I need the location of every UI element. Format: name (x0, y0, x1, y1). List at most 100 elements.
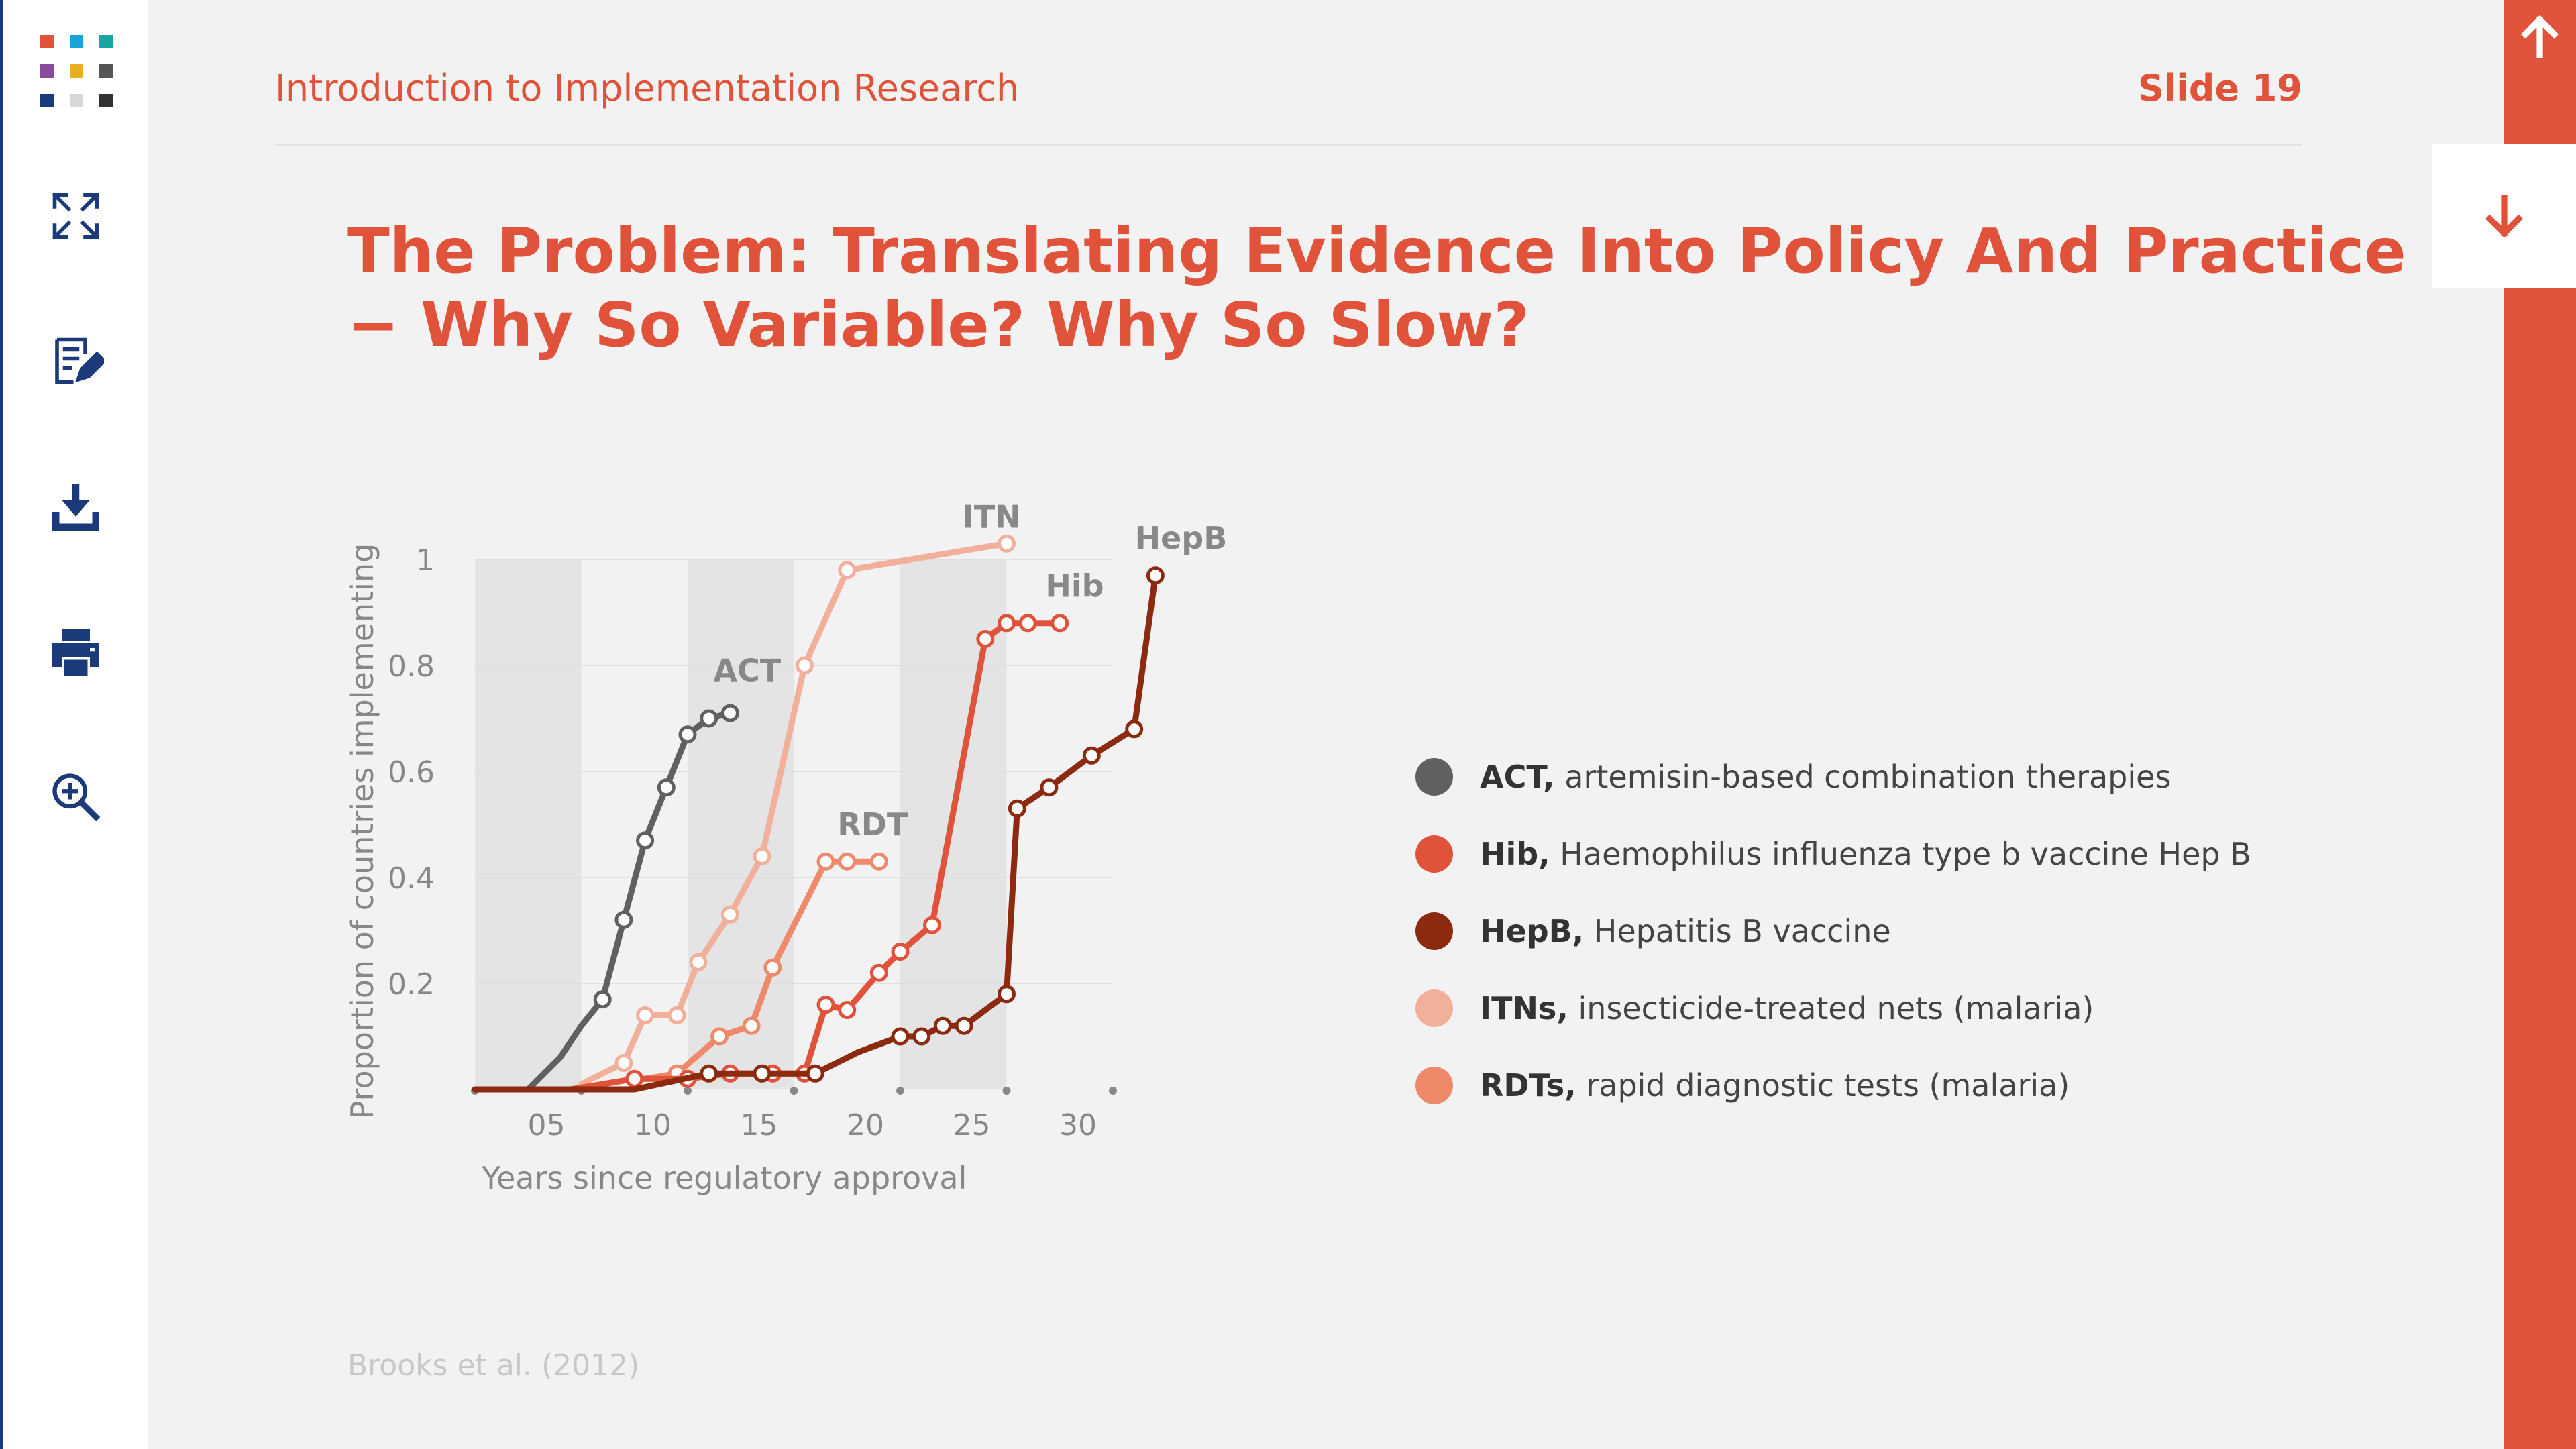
series-annotation: HepB (1135, 520, 1228, 556)
data-point (1125, 720, 1144, 739)
x-axis-tick-dot (896, 1087, 904, 1095)
legend-label: ITNs, insecticide-treated nets (malaria) (1480, 990, 2094, 1026)
data-point (1018, 614, 1037, 633)
legend-item: ACT, artemisin-based combination therapi… (1415, 738, 2251, 815)
data-point (763, 958, 782, 977)
logo-square (40, 35, 54, 48)
slide-title-line-1: The Problem: Translating Evidence Into P… (347, 215, 2406, 287)
x-axis-tick-dot (684, 1087, 692, 1095)
data-point (636, 1006, 655, 1024)
legend-abbr: Hib, (1480, 835, 1550, 872)
legend-abbr: ITNs, (1480, 989, 1568, 1026)
data-point (838, 561, 857, 580)
data-point (1040, 778, 1059, 797)
data-point (678, 725, 697, 744)
data-point (869, 963, 888, 982)
legend-desc: artemisin-based combination therapies (1554, 758, 2171, 795)
slide-number: Slide 19 (2137, 67, 2302, 109)
header-divider (275, 144, 2302, 146)
legend-item: Hib, Haemophilus influenza type b vaccin… (1415, 815, 2251, 892)
chart-legend: ACT, artemisin-based combination therapi… (1415, 738, 2251, 1124)
x-axis-tick-dot (1109, 1087, 1117, 1095)
data-point (923, 916, 942, 934)
legend-swatch (1415, 1066, 1453, 1104)
legend-desc: rapid diagnostic tests (malaria) (1576, 1067, 2070, 1104)
data-point (933, 1016, 952, 1035)
data-point (667, 1006, 686, 1024)
logo-square (99, 94, 113, 107)
data-point (636, 831, 655, 850)
legend-label: HepB, Hepatitis B vaccine (1480, 913, 1891, 949)
arrow-down-icon[interactable] (2432, 144, 2576, 288)
data-point (1082, 746, 1101, 765)
data-point (998, 534, 1016, 553)
arrow-up-icon[interactable] (2504, 0, 2576, 72)
data-point (912, 1027, 931, 1046)
x-tick-label: 10 (634, 1108, 672, 1142)
data-point (795, 656, 814, 675)
data-point (816, 852, 835, 871)
data-point (838, 852, 857, 871)
app-logo[interactable] (40, 35, 114, 109)
data-point (753, 1064, 771, 1083)
download-icon[interactable] (44, 475, 108, 539)
legend-item: RDTs, rapid diagnostic tests (malaria) (1415, 1046, 2251, 1124)
y-tick-label: 0.6 (388, 755, 435, 790)
legend-label: RDTs, rapid diagnostic tests (malaria) (1480, 1067, 2070, 1104)
legend-label: ACT, artemisin-based combination therapi… (1480, 759, 2171, 795)
legend-swatch (1415, 835, 1453, 873)
legend-item: ITNs, insecticide-treated nets (malaria) (1415, 969, 2251, 1046)
zoom-in-icon[interactable] (44, 765, 108, 829)
data-point (891, 1027, 910, 1046)
data-point (753, 847, 771, 865)
logo-square (40, 64, 54, 78)
data-point (998, 985, 1016, 1004)
data-point (710, 1027, 729, 1046)
data-point (720, 704, 739, 722)
x-tick-label: 25 (953, 1108, 991, 1142)
fullscreen-icon[interactable] (44, 184, 108, 248)
data-point (593, 990, 612, 1009)
legend-swatch (1415, 989, 1453, 1027)
logo-square (70, 35, 83, 48)
shaded-band (688, 559, 794, 1089)
data-point (614, 910, 633, 929)
data-point (720, 905, 739, 924)
data-point (1008, 799, 1026, 818)
data-point (625, 1069, 644, 1088)
logo-square (99, 35, 113, 48)
citation: Brooks et al. (2012) (347, 1348, 640, 1383)
logo-square (40, 94, 54, 107)
data-point (806, 1064, 824, 1083)
adoption-line-chart: 0.2 0.4 0.6 0.8 1 05 10 15 20 25 30 Years since reg… (344, 499, 1228, 1196)
legend-item: HepB, Hepatitis B vaccine (1415, 892, 2251, 969)
series-annotation: RDT (837, 806, 908, 843)
legend-desc: insecticide-treated nets (malaria) (1568, 989, 2094, 1026)
notes-icon[interactable] (44, 329, 108, 393)
legend-desc: Haemophilus influenza type b vaccine Hep… (1550, 835, 2251, 872)
x-axis-tick-dot (790, 1087, 798, 1095)
legend-swatch (1415, 912, 1453, 950)
logo-square (70, 94, 83, 107)
print-icon[interactable] (44, 621, 108, 685)
data-point (742, 1016, 761, 1035)
data-point (614, 1054, 633, 1072)
data-point (838, 1001, 857, 1019)
data-point (1051, 614, 1069, 633)
data-point (976, 630, 995, 648)
left-sidebar (0, 0, 148, 1449)
legend-abbr: RDTs, (1480, 1067, 1576, 1104)
legend-label: Hib, Haemophilus influenza type b vaccin… (1480, 836, 2251, 872)
legend-desc: Hepatitis B vaccine (1584, 912, 1891, 949)
data-point (700, 1064, 718, 1083)
legend-abbr: HepB, (1480, 912, 1585, 949)
x-axis-tick-dot (1002, 1087, 1011, 1095)
y-axis-label: Proportion of countries implementing (344, 543, 380, 1120)
legend-swatch (1415, 757, 1453, 796)
shaded-band (475, 559, 582, 1089)
logo-square (70, 64, 83, 78)
slide-title-line-2: − Why So Variable? Why So Slow? (347, 289, 1529, 361)
x-tick-label: 05 (528, 1108, 566, 1142)
data-point (816, 996, 835, 1014)
data-point (700, 709, 718, 728)
